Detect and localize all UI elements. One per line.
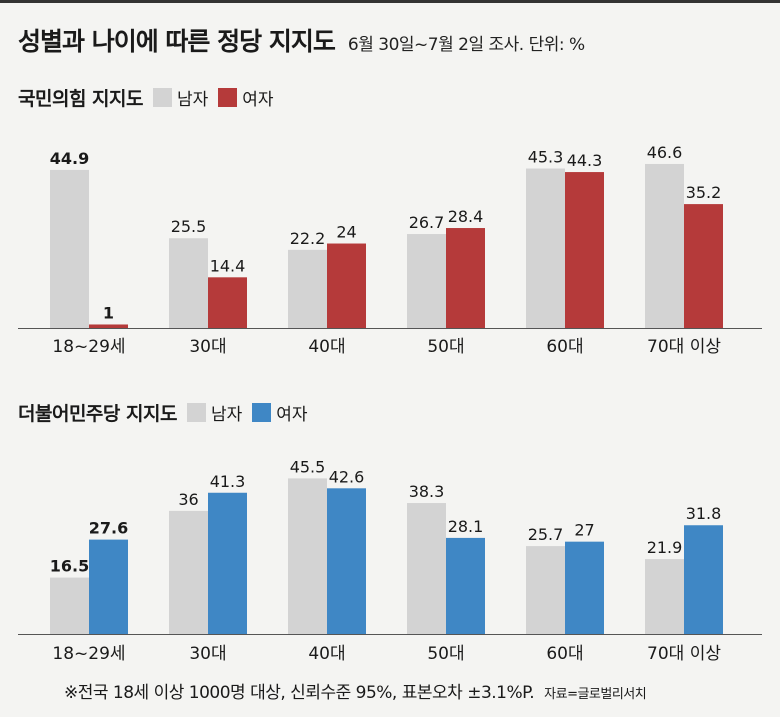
dp-female-bar xyxy=(89,539,128,634)
ppp-category-label: 30대 xyxy=(189,337,226,357)
dp-female-bar xyxy=(208,492,247,634)
ppp-chart-title: 국민의힘 지지도 xyxy=(18,88,143,110)
ppp-category-label: 50대 xyxy=(427,337,464,357)
ppp-legend: 국민의힘 지지도 남자 여자 xyxy=(18,84,284,111)
dp-category-label: 50대 xyxy=(427,644,464,664)
dp-legend: 더불어민주당 지지도 남자 여자 xyxy=(18,399,318,426)
dp-female-value-label: 42.6 xyxy=(329,467,365,486)
ppp-male-value-label: 26.7 xyxy=(409,213,445,232)
dp-male-value-label: 36 xyxy=(178,490,198,509)
ppp-male-legend-label: 남자 xyxy=(176,90,209,110)
ppp-female-bar xyxy=(89,324,128,328)
chart-subtitle: 6월 30일~7월 2일 조사. 단위: % xyxy=(347,35,585,55)
dp-male-bar xyxy=(288,478,327,634)
dp-male-value-label: 45.5 xyxy=(290,457,326,476)
ppp-male-value-label: 45.3 xyxy=(528,148,564,167)
dp-female-bar xyxy=(565,541,604,634)
dp-female-value-label: 27 xyxy=(574,521,594,540)
ppp-female-value-label: 24 xyxy=(336,223,356,242)
dp-category-label: 30대 xyxy=(189,644,226,664)
dp-male-bar xyxy=(169,510,208,634)
ppp-female-bar xyxy=(208,277,247,328)
dp-male-value-label: 16.5 xyxy=(50,557,89,576)
dp-female-value-label: 28.1 xyxy=(448,517,484,536)
dp-male-bar xyxy=(50,577,89,634)
ppp-male-bar xyxy=(407,234,446,328)
ppp-female-bar xyxy=(684,204,723,328)
ppp-female-value-label: 44.3 xyxy=(567,151,603,170)
ppp-male-value-label: 22.2 xyxy=(290,229,326,248)
ppp-male-bar xyxy=(645,163,684,328)
ppp-category-label: 60대 xyxy=(546,337,583,357)
dp-male-bar xyxy=(526,546,565,634)
dp-female-value-label: 31.8 xyxy=(686,504,722,523)
source-text: 자료=글로벌리서치 xyxy=(544,687,647,702)
footnote-text: ※전국 18세 이상 1000명 대상, 신뢰수준 95%, 표본오차 ±3.1… xyxy=(64,683,535,703)
dp-male-bar xyxy=(407,503,446,634)
dp-female-value-label: 27.6 xyxy=(89,519,128,538)
ppp-category-label: 70대 이상 xyxy=(647,337,721,357)
ppp-category-label: 40대 xyxy=(308,337,345,357)
dp-male-value-label: 25.7 xyxy=(528,525,564,544)
ppp-male-bar xyxy=(526,168,565,328)
ppp-female-bar xyxy=(327,243,366,328)
ppp-female-value-label: 14.4 xyxy=(210,256,246,275)
ppp-male-swatch xyxy=(152,88,172,107)
ppp-male-bar xyxy=(50,169,89,328)
dp-category-label: 40대 xyxy=(308,644,345,664)
dp-chart-title: 더불어민주당 지지도 xyxy=(18,403,177,425)
ppp-male-bar xyxy=(288,249,327,328)
dp-category-label: 70대 이상 xyxy=(647,644,721,664)
dp-female-bar xyxy=(327,488,366,634)
footnote: ※전국 18세 이상 1000명 대상, 신뢰수준 95%, 표본오차 ±3.1… xyxy=(64,678,647,703)
ppp-female-value-label: 1 xyxy=(103,303,114,322)
dp-female-bar xyxy=(684,525,723,634)
dp-category-label: 60대 xyxy=(546,644,583,664)
ppp-male-value-label: 25.5 xyxy=(171,217,207,236)
dp-male-value-label: 21.9 xyxy=(647,538,683,557)
ppp-male-value-label: 44.9 xyxy=(50,149,89,168)
ppp-male-bar xyxy=(169,238,208,328)
top-rule xyxy=(0,0,780,3)
ppp-female-legend-label: 여자 xyxy=(242,90,274,110)
dp-female-bar xyxy=(446,537,485,634)
ppp-female-value-label: 28.4 xyxy=(448,207,484,226)
dp-male-swatch xyxy=(186,403,206,422)
ppp-female-bar xyxy=(565,172,604,328)
dp-male-bar xyxy=(645,559,684,634)
dp-female-legend-label: 여자 xyxy=(276,405,308,425)
dp-male-value-label: 38.3 xyxy=(409,482,445,501)
ppp-male-value-label: 46.6 xyxy=(647,143,683,162)
ppp-female-bar xyxy=(446,228,485,328)
dp-category-label: 18~29세 xyxy=(52,644,125,664)
chart-title: 성별과 나이에 따른 정당 지지도 xyxy=(18,27,336,56)
dp-female-swatch xyxy=(252,403,272,422)
ppp-female-value-label: 35.2 xyxy=(686,183,722,202)
chart-header: 성별과 나이에 따른 정당 지지도 6월 30일~7월 2일 조사. 단위: % xyxy=(18,22,585,58)
dp-female-value-label: 41.3 xyxy=(210,472,246,491)
ppp-category-label: 18~29세 xyxy=(52,337,125,357)
ppp-female-swatch xyxy=(218,88,238,107)
dp-male-legend-label: 남자 xyxy=(210,405,243,425)
